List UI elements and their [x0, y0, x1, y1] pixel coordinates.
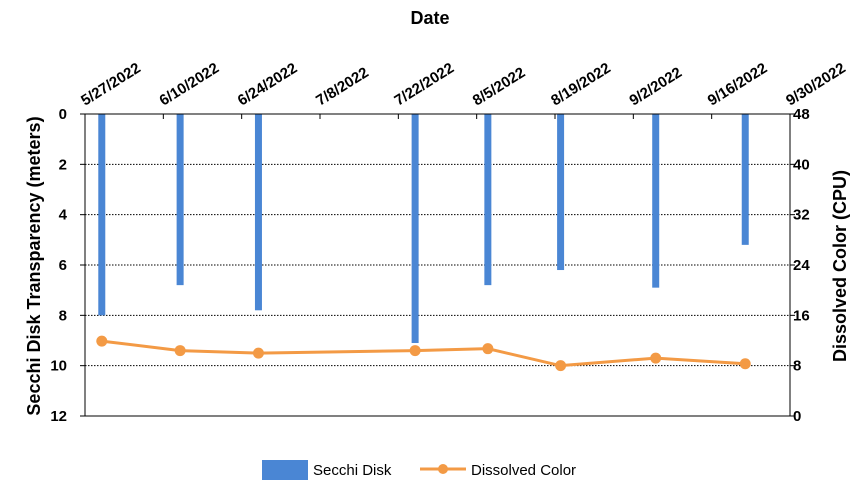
secchi-bar	[484, 114, 492, 286]
secchi-bar	[557, 114, 565, 271]
legend-label-dissolved: Dissolved Color	[471, 462, 576, 479]
secchi-bar	[741, 114, 749, 245]
dissolved-color-point	[739, 358, 751, 370]
secchi-bar	[652, 114, 660, 288]
top-axis-title: Date	[410, 8, 449, 28]
secchi-bar	[176, 114, 184, 286]
legend-label-secchi: Secchi Disk	[313, 462, 392, 479]
left-tick-label: 6	[59, 257, 67, 274]
dissolved-color-point	[650, 352, 662, 364]
left-tick-label: 4	[59, 207, 68, 224]
left-tick-label: 0	[59, 106, 67, 123]
top-tick-label: 9/30/2022	[783, 60, 849, 110]
dissolved-color-point	[174, 345, 186, 357]
dissolved-color-point	[409, 345, 421, 357]
dissolved-color-polyline	[101, 339, 746, 368]
right-tick-label: 32	[793, 207, 810, 224]
secchi-bar	[254, 114, 262, 311]
left-tick-label: 10	[50, 358, 67, 375]
left-axis-title: Secchi Disk Transparency (meters)	[24, 116, 44, 415]
dissolved-color-point	[252, 347, 264, 359]
legend-swatch-dissolved-marker	[438, 464, 448, 474]
left-tick-label: 2	[59, 156, 67, 173]
right-tick-label: 40	[793, 156, 810, 173]
right-tick-label: 24	[793, 257, 810, 274]
right-tick-label: 8	[793, 358, 801, 375]
left-tick-label: 8	[59, 307, 67, 324]
top-tick-label: 8/19/2022	[548, 60, 614, 110]
right-tick-label: 16	[793, 307, 810, 324]
legend-swatch-secchi	[262, 460, 308, 480]
dissolved-color-point	[555, 360, 567, 372]
right-tick-label: 48	[793, 106, 810, 123]
top-tick-label: 8/5/2022	[470, 64, 529, 109]
top-tick-label: 5/27/2022	[78, 60, 144, 110]
right-axis-title: Dissolved Color (CPU)	[830, 170, 850, 362]
secchi-bar	[98, 114, 106, 316]
top-tick-label: 7/8/2022	[313, 64, 372, 109]
dissolved-color-line	[96, 335, 751, 372]
top-tick-label: 6/24/2022	[235, 60, 301, 110]
dissolved-color-point	[482, 343, 494, 355]
gridlines	[85, 163, 790, 367]
left-tick-label: 12	[50, 408, 67, 425]
legend: Secchi Disk Dissolved Color	[262, 460, 576, 480]
secchi-bars	[98, 114, 749, 344]
top-tick-label: 9/16/2022	[705, 60, 771, 110]
top-tick-label: 7/22/2022	[391, 60, 457, 110]
right-tick-label: 0	[793, 408, 801, 425]
top-tick-label: 6/10/2022	[156, 60, 222, 110]
secchi-bar	[411, 114, 419, 344]
dissolved-color-point	[96, 335, 108, 347]
top-tick-label: 9/2/2022	[626, 64, 685, 109]
